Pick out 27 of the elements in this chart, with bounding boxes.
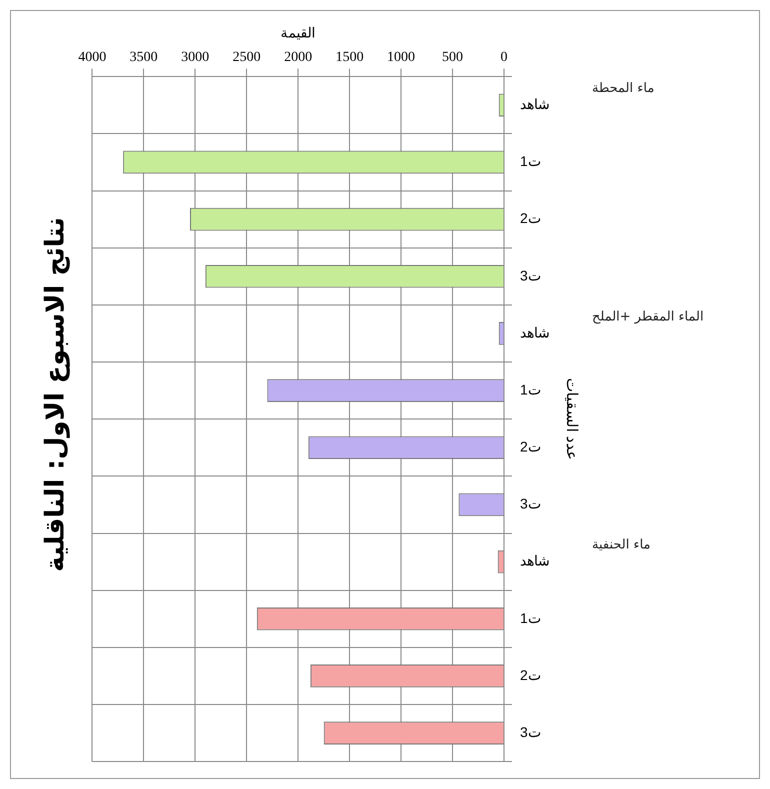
y-axis-title: عدد السقيات	[562, 378, 580, 460]
y-tick-label: ت3	[520, 496, 541, 512]
x-tick-label: 1000	[387, 50, 416, 65]
y-tick-label: ت2	[520, 210, 541, 226]
x-tick-label: 500	[442, 50, 464, 65]
y-tick-label: ت2	[520, 438, 541, 454]
y-tick-label: ت3	[520, 724, 541, 740]
x-tick-label: 3500	[130, 50, 158, 65]
x-tick-label: 2000	[284, 50, 312, 65]
x-tick-label: 1500	[336, 50, 364, 65]
x-tick-label: 3000	[181, 50, 210, 65]
y-tick-label: ت1	[520, 610, 541, 626]
y-tick-label: ت1	[520, 381, 541, 398]
y-tick-label: ت3	[520, 267, 541, 284]
text: الماء المقطر +الملح	[592, 309, 704, 324]
y-tick-label: شاهد	[520, 324, 550, 340]
x-tick-label: 2500	[232, 50, 261, 65]
x-axis-title: القيمة	[280, 24, 316, 40]
text: ماء الحنفية	[592, 538, 651, 553]
text: ماء المحطة	[592, 80, 654, 96]
y-tick-label: ت2	[520, 666, 541, 683]
y-tick-label: شاهد	[520, 96, 550, 112]
y-tick-label: شاهد	[520, 552, 550, 569]
text: نتائج الاسبوع الاول: الناقلية	[40, 217, 70, 572]
x-tick-label: 4000	[78, 50, 106, 65]
y-tick-label: ت1	[520, 153, 541, 170]
x-tick-label: 0	[500, 50, 508, 65]
